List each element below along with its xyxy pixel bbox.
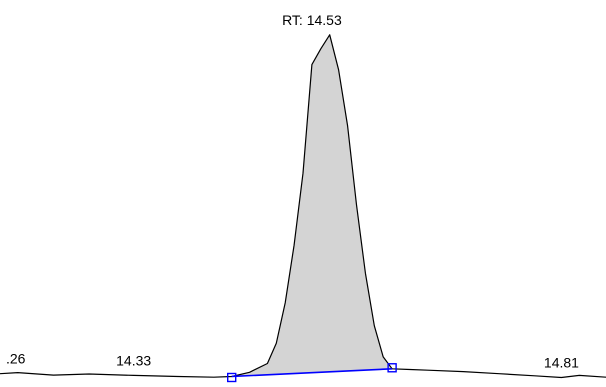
apex-retention-time-label: RT: 14.53 xyxy=(282,12,342,28)
integrated-peak-area xyxy=(231,34,393,377)
peak-label: 14.81 xyxy=(544,355,579,371)
peak-start-marker[interactable] xyxy=(227,372,237,383)
chromatogram-trace xyxy=(0,34,606,379)
peak-label: 14.33 xyxy=(116,352,151,368)
peak-label: .26 xyxy=(6,351,26,367)
peak-end-marker[interactable] xyxy=(387,363,397,373)
integration-baseline xyxy=(231,367,393,378)
